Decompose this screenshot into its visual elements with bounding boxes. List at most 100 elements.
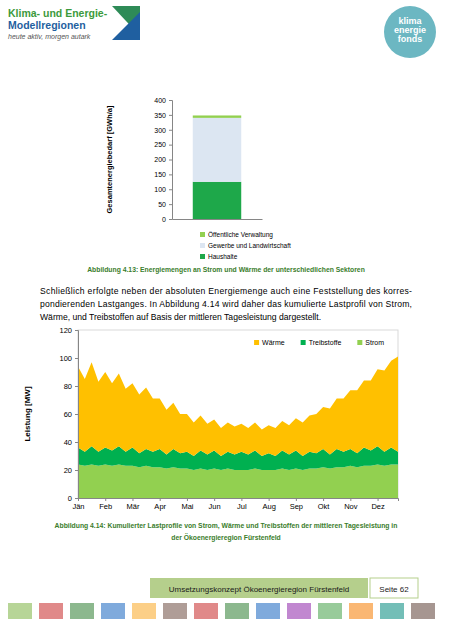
legend-label: Haushalte xyxy=(208,253,238,260)
y-tick-label: 150 xyxy=(154,171,166,178)
legend-label: Strom xyxy=(365,339,384,346)
bars xyxy=(193,115,241,219)
x-tick-mark xyxy=(269,498,270,501)
legend-swatch xyxy=(254,340,259,345)
legend-swatch xyxy=(301,340,306,345)
paragraph-line: Schließlich erfolgte neben der absoluten… xyxy=(40,286,412,296)
legend-label: Gewerbe und Landwirtschaft xyxy=(208,242,291,249)
y-tick-label: 400 xyxy=(154,97,166,104)
y-tick-label: 300 xyxy=(154,126,166,133)
y-tick-mark xyxy=(169,130,172,131)
y-tick-label: 200 xyxy=(154,156,166,163)
y-tick: 120 xyxy=(59,326,78,335)
logo-text: Klima- und Energie- xyxy=(8,7,108,19)
y-axis-line xyxy=(169,101,173,220)
y-tick-label: 250 xyxy=(154,141,166,148)
x-tick: Nov xyxy=(344,498,358,511)
y-tick-mark xyxy=(75,386,78,387)
x-tick-label: Mär xyxy=(127,502,140,511)
x-tick: Apr xyxy=(154,498,166,511)
y-axis-title: Gesamtenergiebedarf [GWh/a] xyxy=(105,105,114,213)
y-tick-label: 100 xyxy=(59,354,72,363)
y-tick: 40 xyxy=(64,438,78,447)
legend-swatch xyxy=(200,243,205,248)
legend: WärmeTreibstoffeStrom xyxy=(254,339,384,346)
x-tick-mark xyxy=(214,498,215,501)
y-tick: 20 xyxy=(64,466,78,475)
footer-logo xyxy=(163,603,187,619)
x-tick: Mär xyxy=(127,498,140,511)
y-tick: 350 xyxy=(154,112,172,119)
y-tick-mark xyxy=(169,100,172,101)
y-tick-label: 60 xyxy=(64,410,72,419)
figure-caption: der Ökoenergieregion Fürstenfeld xyxy=(171,533,281,542)
y-tick-label: 120 xyxy=(59,326,72,335)
x-tick-label: Jun xyxy=(209,502,221,511)
x-tick-label: Sep xyxy=(290,502,303,511)
legend-swatch xyxy=(200,232,205,237)
y-tick-mark xyxy=(75,330,78,331)
y-tick: 100 xyxy=(59,354,78,363)
y-axis-title: Leistung [MW] xyxy=(23,386,32,441)
legend-label: Treibstoffe xyxy=(309,339,342,346)
area xyxy=(78,357,398,456)
footer-title: Umsetzungskonzept Ökoenergieregion Fürst… xyxy=(169,585,350,594)
x-tick-label: Nov xyxy=(344,502,358,511)
footer-logo xyxy=(349,603,373,619)
logo-text: fonds xyxy=(398,34,423,44)
page: Klima- und Energie-Modellregionenheute a… xyxy=(0,0,452,640)
y-tick: 400 xyxy=(154,97,172,104)
y-tick-label: 50 xyxy=(158,201,166,208)
x-tick-label: Aug xyxy=(262,502,275,511)
logo-shape xyxy=(112,12,140,40)
x-axis xyxy=(173,219,263,220)
logo-circle xyxy=(384,6,436,58)
footer-logo xyxy=(287,603,311,619)
footer-logo xyxy=(318,603,342,619)
x-tick-label: Apr xyxy=(154,502,166,511)
paragraph-line: pondierenden Lastganges. In Abbildung 4.… xyxy=(40,299,412,309)
footer-logo xyxy=(225,603,249,619)
chart-energy-demand: 0 50 100 150 200 250 300 350 400 Gesamtenergiebed… xyxy=(105,97,291,260)
y-tick: 50 xyxy=(158,201,172,208)
x-axis-line xyxy=(79,499,399,502)
footer-logo xyxy=(39,603,63,619)
y-tick-mark xyxy=(75,358,78,359)
y-tick-mark xyxy=(75,442,78,443)
x-tick-mark xyxy=(350,498,351,501)
x-tick-label: Dez xyxy=(371,502,385,511)
y-tick-label: 350 xyxy=(154,112,166,119)
x-tick-label: Mai xyxy=(181,502,193,511)
paragraph-line: Wärme, und Treibstoffen auf Basis der mi… xyxy=(40,312,321,322)
x-tick-label: Jul xyxy=(237,502,247,511)
x-tick-label: Feb xyxy=(99,502,112,511)
footer-logo xyxy=(132,603,156,619)
y-tick-mark xyxy=(169,189,172,190)
x-tick: Sep xyxy=(290,498,303,511)
x-tick-mark xyxy=(241,498,242,501)
legend: Öffentliche VerwaltungGewerbe und Landwi… xyxy=(200,231,291,260)
bar xyxy=(193,118,241,182)
y-tick: 0 xyxy=(162,216,172,223)
footer-page: Seite 62 xyxy=(379,585,409,594)
y-tick-mark xyxy=(169,219,172,220)
y-tick-label: 80 xyxy=(64,382,72,391)
y-tick: 100 xyxy=(154,186,172,193)
y-tick-label: 0 xyxy=(162,216,166,223)
legend-item: Treibstoffe xyxy=(301,339,342,346)
legend-item: Strom xyxy=(357,339,384,346)
y-tick: 200 xyxy=(154,156,172,163)
x-tick-mark xyxy=(105,498,106,501)
y-axis: 0 50 100 150 200 250 300 350 400 xyxy=(154,97,172,223)
y-tick: 150 xyxy=(154,171,172,178)
x-tick-mark xyxy=(378,498,379,501)
figure-caption: Abbildung 4.13: Energiemengen an Strom u… xyxy=(87,266,365,274)
legend-swatch xyxy=(357,340,362,345)
y-tick: 300 xyxy=(154,126,172,133)
bar xyxy=(193,115,241,117)
y-tick: 60 xyxy=(64,410,78,419)
x-tick: Jul xyxy=(237,498,247,511)
y-tick-mark xyxy=(75,498,78,499)
y-tick-mark xyxy=(169,160,172,161)
footer-band xyxy=(150,578,368,598)
